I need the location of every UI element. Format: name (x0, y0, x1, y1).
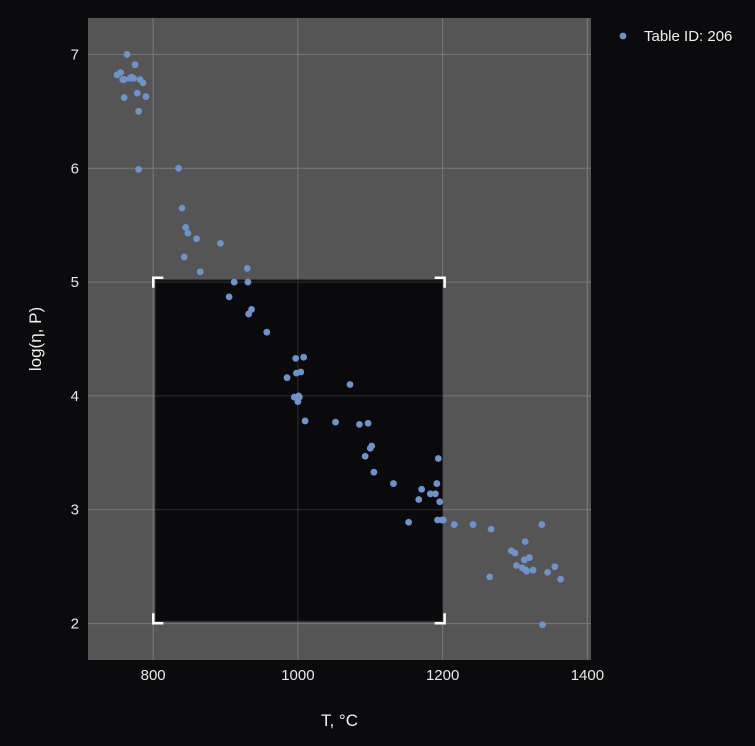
data-point (361, 452, 369, 460)
x-tick-label: 1200 (426, 667, 459, 684)
corner-bottom-left (152, 613, 164, 625)
data-point (368, 442, 376, 450)
data-point (539, 621, 546, 629)
data-point (182, 224, 190, 231)
data-point (243, 265, 251, 272)
data-point (301, 417, 309, 425)
data-point (487, 525, 495, 533)
selection-box[interactable] (154, 279, 444, 622)
y-tick-label: 5 (71, 274, 79, 291)
data-point (244, 278, 252, 286)
data-point (529, 566, 537, 574)
data-point (415, 496, 423, 503)
y-axis-ticks: 2 3 4 5 6 7 (71, 46, 79, 632)
y-tick-label: 2 (71, 616, 79, 633)
x-axis-ticks: 800 1000 1200 1400 (141, 667, 604, 684)
data-point (135, 165, 143, 173)
data-point (511, 549, 519, 557)
data-point (557, 575, 565, 583)
scatter-points (113, 51, 565, 629)
legend-label: Table ID: 206 (644, 28, 732, 45)
data-point (184, 229, 192, 237)
data-point (230, 278, 238, 286)
data-point (142, 93, 150, 100)
data-point (469, 521, 477, 528)
data-point (225, 293, 233, 301)
y-tick-label: 4 (71, 388, 79, 405)
y-tick-label: 3 (71, 502, 79, 519)
data-point (300, 353, 308, 361)
data-point (513, 562, 520, 569)
corner-top-right (434, 276, 446, 288)
y-tick-label: 6 (71, 160, 79, 177)
data-point (436, 498, 444, 506)
corner-bottom-right (434, 613, 446, 625)
corner-top-left (152, 276, 164, 288)
data-point (193, 235, 200, 243)
data-point (356, 420, 363, 428)
legend-marker (619, 32, 627, 40)
data-point (450, 521, 458, 528)
data-point (523, 567, 530, 575)
data-point (131, 61, 139, 69)
data-point (248, 306, 255, 313)
y-axis-label: log(η, P) (26, 307, 45, 371)
data-point (526, 554, 533, 561)
data-point (434, 455, 442, 462)
data-point (346, 381, 354, 388)
data-point (217, 239, 224, 247)
data-point (196, 268, 204, 276)
legend[interactable]: Table ID: 206 (619, 28, 733, 45)
data-point (538, 521, 546, 528)
x-tick-label: 800 (141, 667, 166, 684)
data-point (364, 419, 372, 427)
data-point (175, 164, 182, 172)
data-point (297, 368, 305, 376)
data-point (551, 563, 559, 571)
data-point (135, 107, 143, 115)
data-point (370, 468, 378, 476)
x-tick-label: 1000 (281, 667, 314, 684)
data-point (486, 573, 494, 581)
data-point (120, 76, 128, 83)
data-point (405, 518, 413, 526)
data-point (130, 74, 137, 82)
data-point (439, 516, 447, 524)
data-point (332, 418, 339, 426)
data-point (123, 51, 131, 58)
data-point (180, 253, 188, 261)
data-point (263, 328, 271, 336)
data-point (431, 490, 439, 498)
data-point (133, 89, 141, 97)
data-point (390, 480, 397, 487)
data-point (295, 393, 303, 401)
x-axis-label: T, °C (321, 711, 358, 730)
data-point (139, 79, 147, 87)
data-point (433, 480, 441, 487)
x-tick-label: 1400 (571, 667, 604, 684)
data-point (283, 374, 291, 382)
data-point (178, 204, 186, 212)
data-point (120, 94, 128, 102)
selection-corner-handles[interactable] (152, 276, 446, 625)
y-tick-label: 7 (71, 46, 79, 63)
data-point (521, 538, 529, 546)
data-point (117, 69, 124, 77)
data-point (426, 490, 434, 498)
data-point (521, 556, 528, 564)
data-point (544, 568, 551, 576)
data-point (418, 485, 426, 493)
data-point (292, 354, 300, 362)
